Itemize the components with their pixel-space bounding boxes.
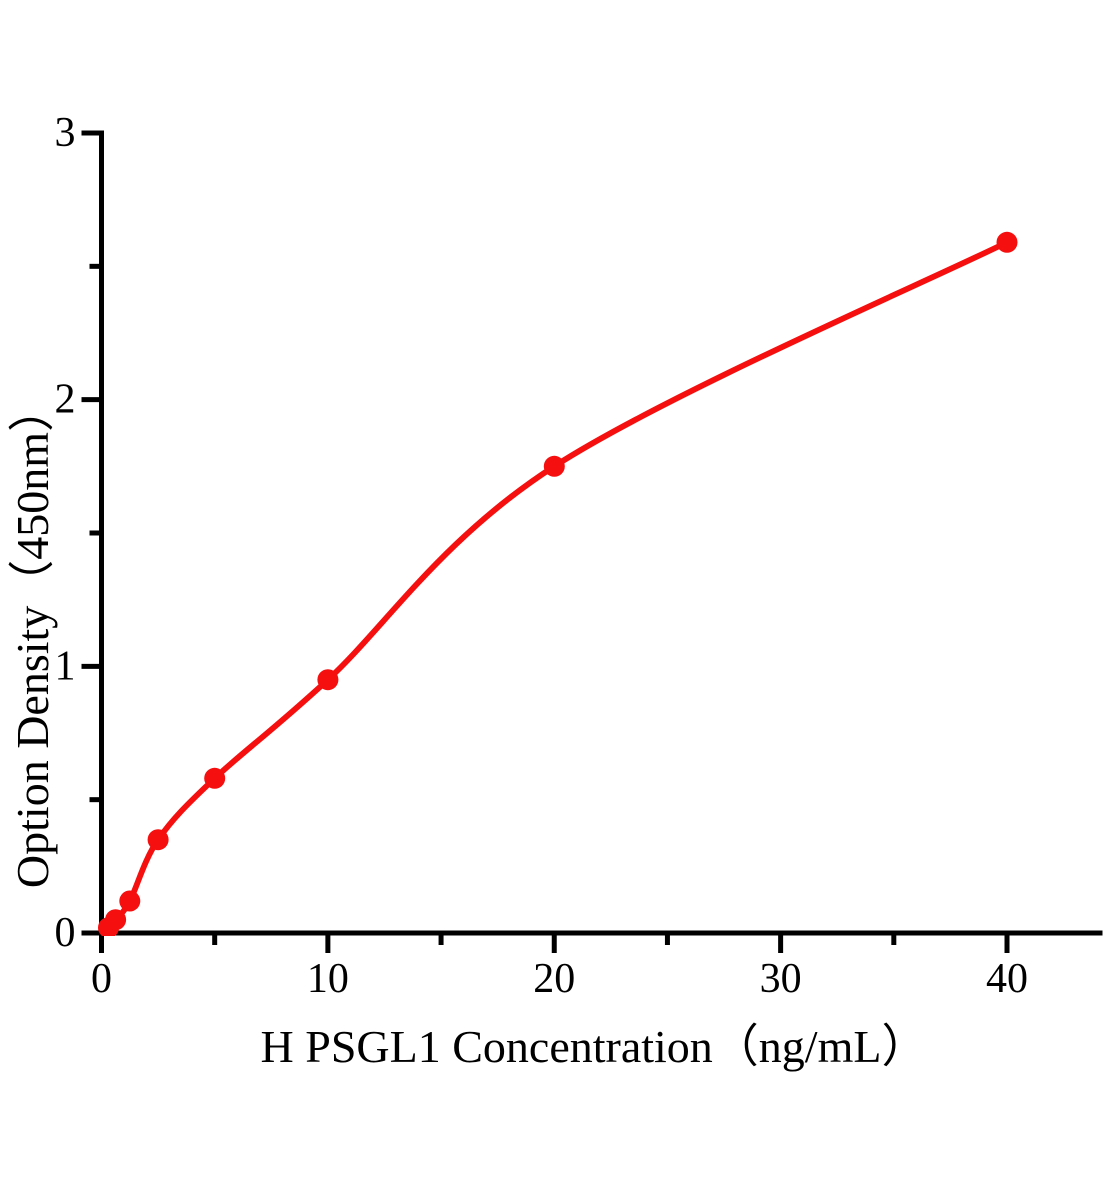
data-point-marker [147,829,169,851]
x-tick-label: 40 [986,956,1028,1002]
y-axis-title: Option Density（450nm） [7,386,58,888]
data-point-marker [543,455,565,477]
fit-curve-line [105,239,1010,931]
x-tick-label: 0 [91,956,112,1002]
x-tick-label: 10 [307,956,349,1002]
axes [99,130,1103,936]
data-point-marker [204,767,226,789]
data-point-marker [317,669,339,691]
data-point-marker [105,909,127,931]
y-tick-label: 2 [55,377,76,423]
data-series [98,231,1018,936]
axis-tick-labels: 0 10 20 30 40 0 1 2 3 [55,110,1029,1002]
data-point-marker [996,231,1018,253]
x-tick-label: 20 [533,956,575,1002]
x-tick-label: 30 [760,956,802,1002]
data-point-marker [119,890,141,912]
y-tick-label: 3 [55,110,76,156]
x-axis-title: H PSGL1 Concentration（ng/mL） [261,1021,928,1072]
axis-ticks [81,130,1010,953]
axis-line [99,130,1103,936]
y-tick-label: 1 [55,643,76,689]
y-tick-label: 0 [55,910,76,956]
